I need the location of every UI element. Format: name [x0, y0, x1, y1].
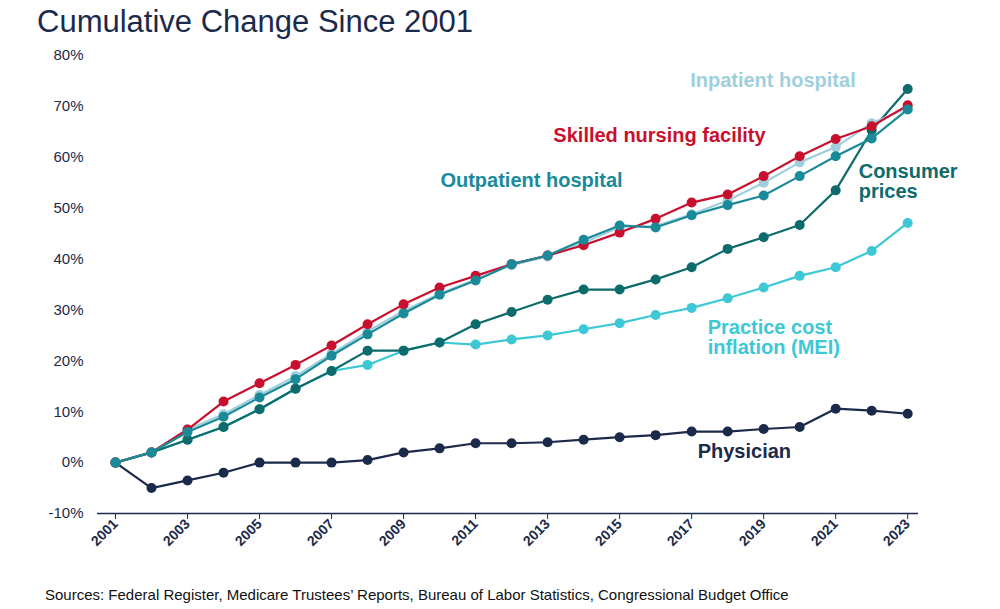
svg-text:0%: 0% [62, 453, 84, 470]
svg-text:2023: 2023 [880, 515, 913, 548]
svg-text:Inpatient hospital: Inpatient hospital [690, 69, 856, 91]
svg-text:2003: 2003 [159, 515, 192, 548]
svg-text:Outpatient hospital: Outpatient hospital [440, 169, 622, 191]
svg-text:40%: 40% [53, 250, 83, 267]
svg-text:2021: 2021 [808, 515, 841, 548]
svg-text:20%: 20% [53, 352, 83, 369]
svg-text:2001: 2001 [87, 515, 120, 548]
svg-text:30%: 30% [53, 301, 83, 318]
svg-text:2017: 2017 [664, 515, 697, 548]
svg-text:80%: 80% [53, 46, 83, 63]
svg-text:2011: 2011 [448, 515, 481, 548]
svg-text:Practice costinflation (MEI): Practice costinflation (MEI) [708, 316, 840, 358]
html-text:Sources: Federal Register, Med: Sources: Federal Register, Medicare Trus… [45, 586, 789, 603]
svg-text:60%: 60% [53, 148, 83, 165]
svg-text:-10%: -10% [48, 504, 83, 521]
svg-text:Skilled nursing facility: Skilled nursing facility [553, 124, 766, 146]
svg-text:Physician: Physician [698, 440, 791, 462]
svg-text:2007: 2007 [304, 515, 337, 548]
svg-text:2019: 2019 [736, 515, 769, 548]
svg-text:2013: 2013 [520, 515, 553, 548]
svg-text:50%: 50% [53, 199, 83, 216]
html-text:Cumulative Change Since 2001: Cumulative Change Since 2001 [37, 4, 473, 39]
svg-text:Consumerprices: Consumerprices [859, 160, 958, 202]
svg-text:10%: 10% [53, 403, 83, 420]
svg-text:2015: 2015 [592, 515, 625, 548]
svg-text:2005: 2005 [231, 515, 264, 548]
svg-text:2009: 2009 [376, 515, 409, 548]
svg-text:70%: 70% [53, 97, 83, 114]
